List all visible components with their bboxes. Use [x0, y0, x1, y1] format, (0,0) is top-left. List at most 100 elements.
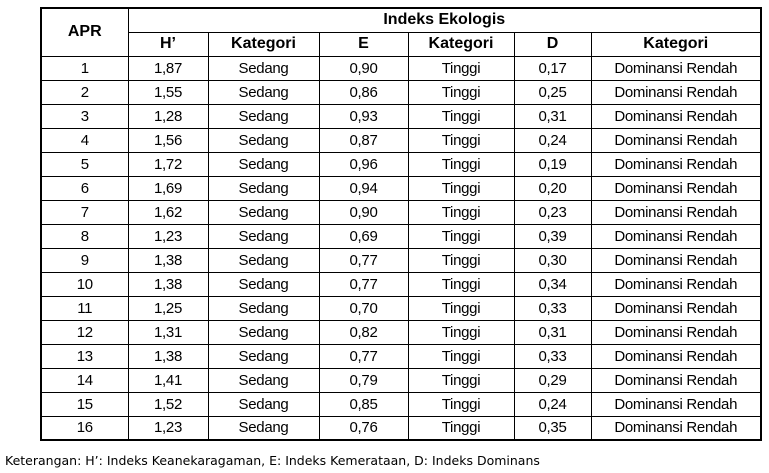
d-kategori-cell: Dominansi Rendah	[590, 199, 762, 225]
apr-cell: 5	[40, 151, 129, 177]
table-title: Indeks Ekologis	[127, 7, 762, 33]
h-kategori-cell: Sedang	[207, 199, 320, 225]
table-body: 1 1,87 Sedang 0,90 Tinggi 0,17 Dominansi Renda…	[40, 55, 762, 441]
d-value-cell: 0,31	[513, 319, 592, 345]
d-kategori-cell: Dominansi Rendah	[590, 175, 762, 201]
h-kategori-cell: Sedang	[207, 247, 320, 273]
h-value-cell: 1,56	[127, 127, 209, 153]
apr-cell: 13	[40, 343, 129, 369]
e-value-cell: 0,70	[318, 295, 409, 321]
h-kategori-cell: Sedang	[207, 79, 320, 105]
table-row: 12 1,31 Sedang 0,82 Tinggi 0,31 Dominansi Rend…	[40, 319, 762, 345]
e-kategori-cell: Tinggi	[407, 79, 515, 105]
d-value-cell: 0,25	[513, 79, 592, 105]
header-row-group: APR Indeks Ekologis	[40, 7, 762, 57]
d-value-cell: 0,31	[513, 103, 592, 129]
table-row: 7 1,62 Sedang 0,90 Tinggi 0,23 Dominansi Renda…	[40, 199, 762, 225]
h-value-cell: 1,38	[127, 247, 209, 273]
d-kategori-cell: Dominansi Rendah	[590, 79, 762, 105]
e-value-cell: 0,77	[318, 247, 409, 273]
apr-cell: 11	[40, 295, 129, 321]
h-value-cell: 1,25	[127, 295, 209, 321]
apr-cell: 15	[40, 391, 129, 417]
table-row: 14 1,41 Sedang 0,79 Tinggi 0,29 Dominansi Rend…	[40, 367, 762, 393]
table-row: 3 1,28 Sedang 0,93 Tinggi 0,31 Dominansi Renda…	[40, 103, 762, 129]
e-kategori-cell: Tinggi	[407, 391, 515, 417]
e-kategori-cell: Tinggi	[407, 199, 515, 225]
h-value-cell: 1,87	[127, 55, 209, 81]
h-kategori-cell: Sedang	[207, 367, 320, 393]
table-wrap: APR Indeks Ekologis H’ Kategori E Katego…	[40, 7, 762, 441]
e-kategori-cell: Tinggi	[407, 223, 515, 249]
h-value-cell: 1,41	[127, 367, 209, 393]
e-kategori-cell: Tinggi	[407, 103, 515, 129]
d-value-cell: 0,24	[513, 391, 592, 417]
h-value-cell: 1,72	[127, 151, 209, 177]
h-kategori-cell: Sedang	[207, 319, 320, 345]
h-kategori-cell: Sedang	[207, 103, 320, 129]
h-value-cell: 1,23	[127, 223, 209, 249]
d-kategori-cell: Dominansi Rendah	[590, 127, 762, 153]
h-value-cell: 1,69	[127, 175, 209, 201]
header-row-sub: H’ Kategori E Kategori D Kategori	[41, 31, 762, 57]
e-value-cell: 0,96	[318, 151, 409, 177]
e-value-cell: 0,76	[318, 415, 409, 441]
table-row: 13 1,38 Sedang 0,77 Tinggi 0,33 Dominansi Rend…	[40, 343, 762, 369]
apr-cell: 4	[40, 127, 129, 153]
e-value-cell: 0,69	[318, 223, 409, 249]
column-header-h-kategori: Kategori	[207, 31, 320, 57]
apr-cell: 14	[40, 367, 129, 393]
table-row: 6 1,69 Sedang 0,94 Tinggi 0,20 Dominansi Renda…	[40, 175, 762, 201]
table-row: 4 1,56 Sedang 0,87 Tinggi 0,24 Dominansi Renda…	[40, 127, 762, 153]
apr-cell: 12	[40, 319, 129, 345]
apr-cell: 7	[40, 199, 129, 225]
table-row: 9 1,38 Sedang 0,77 Tinggi 0,30 Dominansi Renda…	[40, 247, 762, 273]
apr-cell: 6	[40, 175, 129, 201]
d-value-cell: 0,20	[513, 175, 592, 201]
e-value-cell: 0,93	[318, 103, 409, 129]
apr-cell: 2	[40, 79, 129, 105]
h-kategori-cell: Sedang	[207, 271, 320, 297]
table-row: 10 1,38 Sedang 0,77 Tinggi 0,34 Dominansi Rend…	[40, 271, 762, 297]
h-kategori-cell: Sedang	[207, 175, 320, 201]
e-kategori-cell: Tinggi	[407, 55, 515, 81]
d-value-cell: 0,33	[513, 343, 592, 369]
d-value-cell: 0,34	[513, 271, 592, 297]
e-value-cell: 0,82	[318, 319, 409, 345]
table-row: 8 1,23 Sedang 0,69 Tinggi 0,39 Dominansi Renda…	[40, 223, 762, 249]
e-kategori-cell: Tinggi	[407, 343, 515, 369]
column-header-e: E	[318, 31, 409, 57]
column-header-d-kategori: Kategori	[590, 31, 762, 57]
column-header-e-kategori: Kategori	[407, 31, 515, 57]
e-value-cell: 0,85	[318, 391, 409, 417]
d-kategori-cell: Dominansi Rendah	[590, 319, 762, 345]
footnote: Keterangan: H’: Indeks Keanekaragaman, E…	[5, 453, 540, 468]
e-kategori-cell: Tinggi	[407, 415, 515, 441]
d-kategori-cell: Dominansi Rendah	[590, 367, 762, 393]
e-kategori-cell: Tinggi	[407, 151, 515, 177]
d-value-cell: 0,33	[513, 295, 592, 321]
h-value-cell: 1,31	[127, 319, 209, 345]
d-kategori-cell: Dominansi Rendah	[590, 415, 762, 441]
d-kategori-cell: Dominansi Rendah	[590, 55, 762, 81]
d-kategori-cell: Dominansi Rendah	[590, 247, 762, 273]
e-value-cell: 0,79	[318, 367, 409, 393]
table-row: 11 1,25 Sedang 0,70 Tinggi 0,33 Dominansi Rend…	[40, 295, 762, 321]
d-value-cell: 0,23	[513, 199, 592, 225]
apr-cell: 16	[40, 415, 129, 441]
apr-cell: 9	[40, 247, 129, 273]
e-kategori-cell: Tinggi	[407, 247, 515, 273]
table-row: 15 1,52 Sedang 0,85 Tinggi 0,24 Dominansi Rend…	[40, 391, 762, 417]
e-kategori-cell: Tinggi	[407, 175, 515, 201]
e-kategori-cell: Tinggi	[407, 367, 515, 393]
h-value-cell: 1,38	[127, 271, 209, 297]
d-value-cell: 0,29	[513, 367, 592, 393]
d-kategori-cell: Dominansi Rendah	[590, 391, 762, 417]
h-value-cell: 1,62	[127, 199, 209, 225]
e-value-cell: 0,87	[318, 127, 409, 153]
h-kategori-cell: Sedang	[207, 295, 320, 321]
h-value-cell: 1,23	[127, 415, 209, 441]
table-row: 16 1,23 Sedang 0,76 Tinggi 0,35 Dominansi Rend…	[40, 415, 762, 441]
d-value-cell: 0,17	[513, 55, 592, 81]
